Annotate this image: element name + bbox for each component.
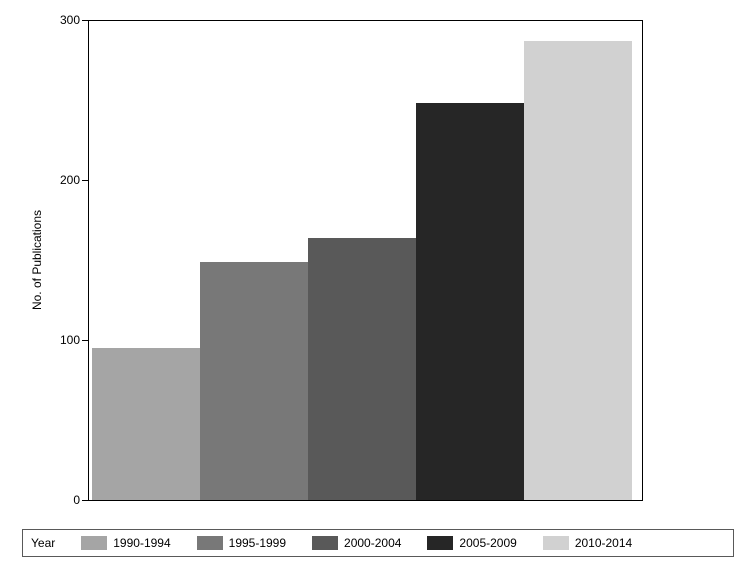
bar-2005-2009 bbox=[416, 103, 524, 500]
y-tick-label: 300 bbox=[20, 13, 80, 27]
legend-swatch bbox=[543, 536, 569, 550]
y-tick bbox=[82, 180, 88, 181]
x-axis bbox=[88, 500, 643, 501]
legend-label: 1995-1999 bbox=[229, 536, 286, 550]
legend-label: 2005-2009 bbox=[459, 536, 516, 550]
y-tick-label: 0 bbox=[20, 493, 80, 507]
bar-2010-2014 bbox=[524, 41, 632, 500]
y-axis bbox=[88, 20, 89, 500]
y-axis-label: No. of Publications bbox=[30, 210, 44, 310]
y-tick-label: 200 bbox=[20, 173, 80, 187]
bar-1995-1999 bbox=[200, 262, 308, 500]
y-tick bbox=[82, 340, 88, 341]
y-tick-label: 100 bbox=[20, 333, 80, 347]
legend-item: 1995-1999 bbox=[197, 536, 286, 550]
bar-1990-1994 bbox=[92, 348, 200, 500]
legend-swatch bbox=[427, 536, 453, 550]
legend-items: 1990-1994 1995-1999 2000-2004 2005-2009 2010… bbox=[81, 536, 632, 550]
y-tick bbox=[82, 500, 88, 501]
legend-label: 2000-2004 bbox=[344, 536, 401, 550]
legend-item: 1990-1994 bbox=[81, 536, 170, 550]
bar-2000-2004 bbox=[308, 238, 416, 500]
legend-item: 2010-2014 bbox=[543, 536, 632, 550]
legend-item: 2000-2004 bbox=[312, 536, 401, 550]
y-tick bbox=[82, 20, 88, 21]
legend: Year 1990-1994 1995-1999 2000-2004 2005-200… bbox=[22, 529, 734, 557]
legend-label: 1990-1994 bbox=[113, 536, 170, 550]
legend-swatch bbox=[312, 536, 338, 550]
legend-item: 2005-2009 bbox=[427, 536, 516, 550]
legend-label: 2010-2014 bbox=[575, 536, 632, 550]
legend-swatch bbox=[197, 536, 223, 550]
legend-title: Year bbox=[31, 536, 55, 550]
legend-swatch bbox=[81, 536, 107, 550]
